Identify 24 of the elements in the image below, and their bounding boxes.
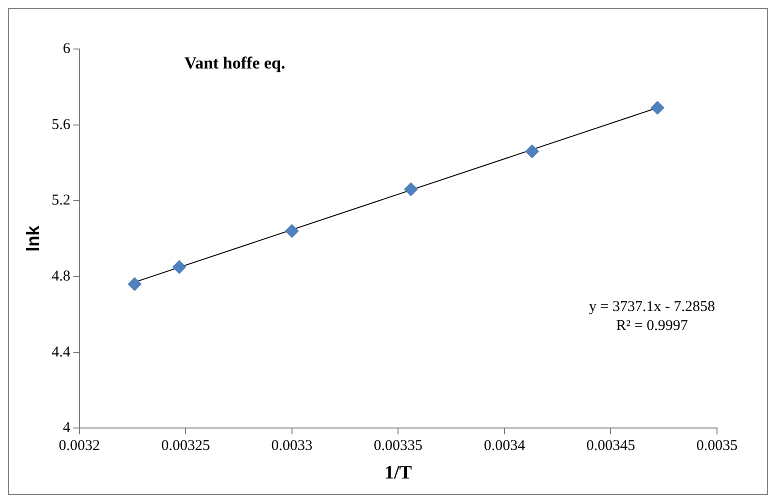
x-tick-label: 0.00345 [586, 438, 636, 454]
y-tick-label: 4 [62, 420, 71, 436]
point [172, 260, 186, 274]
y-tick-label: 5.2 [52, 192, 70, 209]
y-axis-title: lnk [22, 224, 43, 252]
y-tick-label: 6 [62, 40, 71, 57]
point [525, 144, 540, 158]
x-tick-label: 0.0032 [58, 438, 100, 454]
y-tick-label: 5.6 [52, 116, 71, 133]
x-axis-title: 1/T [384, 462, 412, 484]
chart-title: Vant hoffe eq. [184, 53, 286, 72]
annotation: R² = 0.9997 [616, 318, 688, 334]
y-tick-label: 4.4 [52, 344, 71, 360]
annotation: y = 3737.1x - 7.2858 [589, 298, 715, 315]
y-tick-label: 4.8 [52, 268, 70, 284]
x-tick-label: 0.0033 [271, 438, 313, 454]
point [650, 100, 664, 115]
x-tick-label: 0.00325 [161, 438, 210, 454]
point [128, 277, 142, 292]
x-tick-label: 0.00335 [374, 438, 423, 454]
x-tick-label: 0.0035 [696, 438, 738, 454]
point [284, 224, 299, 238]
point [404, 182, 418, 196]
x-tick-label: 0.0034 [484, 438, 526, 454]
